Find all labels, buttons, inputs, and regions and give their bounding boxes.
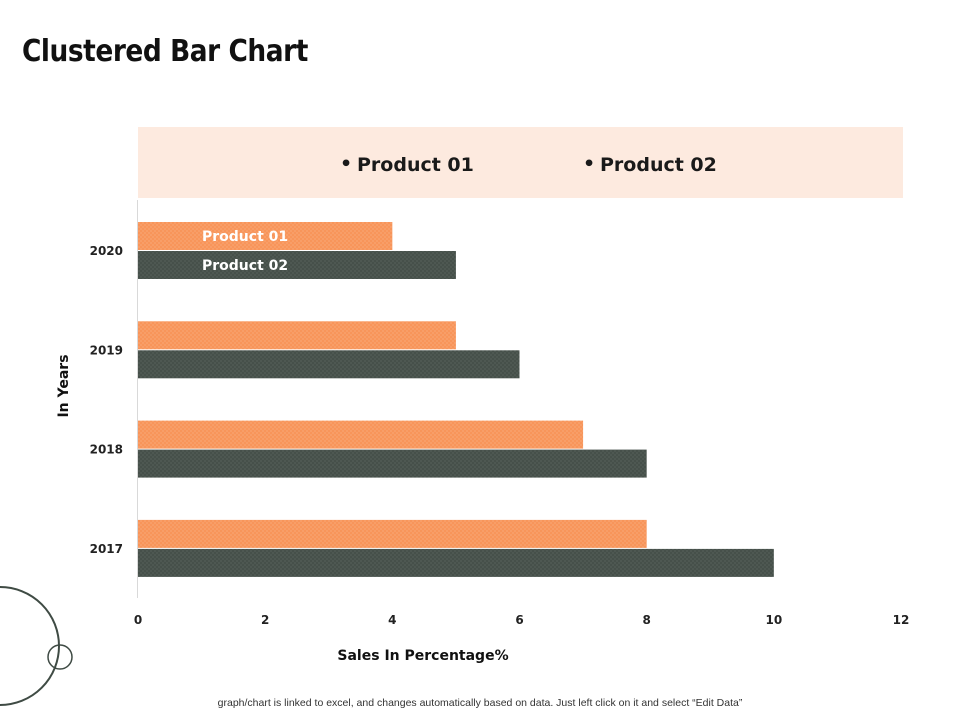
bar-2019-product-1 xyxy=(138,321,456,350)
bar-data-label-2: Product 02 xyxy=(202,258,288,274)
legend-item-1: Product 01 xyxy=(357,154,474,176)
bar-2020-product-1 xyxy=(138,222,393,250)
x-tick-6: 6 xyxy=(515,613,523,627)
bar-group xyxy=(138,222,774,577)
bar-labels: Product 01 Product 02 xyxy=(202,229,288,274)
chart-legend: • Product 01 • Product 02 xyxy=(340,153,717,176)
x-tick-2: 2 xyxy=(261,613,269,627)
y-axis-title: In Years xyxy=(56,354,72,417)
y-tick-2018: 2018 xyxy=(90,443,123,457)
y-tick-2017: 2017 xyxy=(90,542,123,556)
x-axis-title: Sales In Percentage% xyxy=(337,648,508,664)
page-title: Clustered Bar Chart xyxy=(22,34,308,69)
bar-2017-product-1 xyxy=(138,519,647,548)
bar-2020-product-2 xyxy=(138,251,456,279)
decorative-circle-small xyxy=(47,644,73,670)
legend-bullet-2: • xyxy=(583,153,595,175)
x-tick-labels: 0 2 4 6 8 10 12 xyxy=(134,613,910,627)
bar-2018-product-1 xyxy=(138,420,584,449)
bar-data-label-1: Product 01 xyxy=(202,229,288,245)
bar-2019-product-2 xyxy=(138,350,520,379)
legend-item-2: Product 02 xyxy=(600,154,717,176)
bar-2017-product-2 xyxy=(138,548,774,577)
y-tick-2019: 2019 xyxy=(90,343,123,357)
decorative-circle-large xyxy=(0,586,60,706)
bar-2018-product-2 xyxy=(138,449,647,478)
legend-background xyxy=(138,127,903,198)
footnote: graph/chart is linked to excel, and chan… xyxy=(217,697,743,709)
y-tick-labels: 2020 2019 2018 2017 xyxy=(90,244,123,556)
y-tick-2020: 2020 xyxy=(90,244,123,258)
x-tick-4: 4 xyxy=(388,613,396,627)
x-tick-0: 0 xyxy=(134,613,142,627)
x-tick-10: 10 xyxy=(765,613,782,627)
x-tick-8: 8 xyxy=(642,613,650,627)
legend-bullet-1: • xyxy=(340,153,352,175)
x-tick-12: 12 xyxy=(893,613,910,627)
